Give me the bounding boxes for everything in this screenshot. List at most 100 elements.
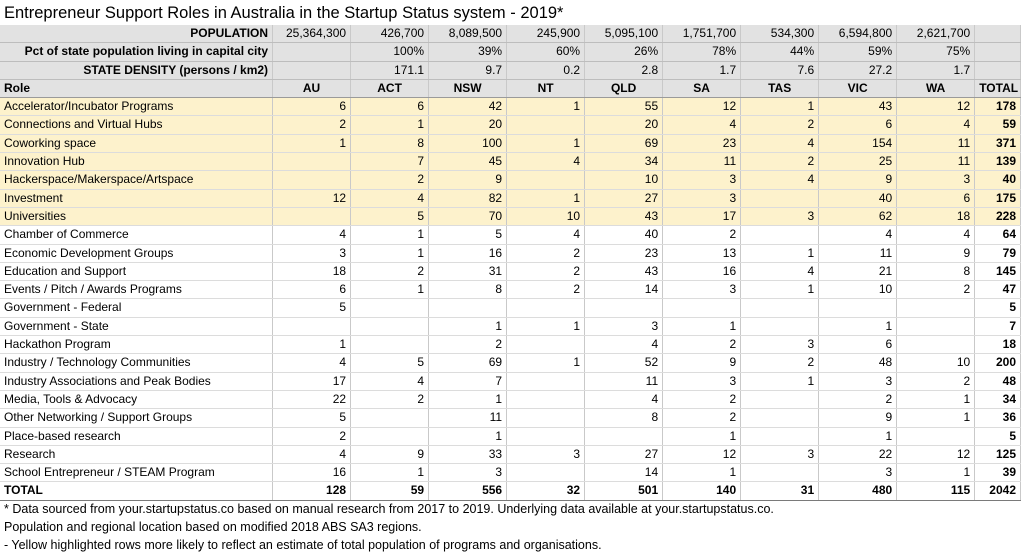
- table-cell: [506, 335, 586, 355]
- table-row: Economic Development Groups 3 1 16 2 23 13 1 11 9…: [0, 244, 1021, 263]
- table-cell: 3: [818, 463, 898, 483]
- table-row: Education and Support 18 2 31 2 43 16 4 21 8 145: [0, 262, 1021, 282]
- column-header: NT: [506, 79, 586, 99]
- table-cell: 2: [662, 390, 742, 410]
- role-name: Industry / Technology Communities: [0, 353, 274, 373]
- table-cell: [428, 298, 508, 318]
- table-cell: 1: [350, 280, 430, 300]
- role-name: Innovation Hub: [0, 152, 274, 172]
- table-cell: 9: [350, 445, 430, 465]
- table-cell: 9: [818, 170, 898, 190]
- table-cell: 33: [428, 445, 508, 465]
- row-total: 79: [974, 244, 1021, 263]
- stat-value: 6,594,800: [818, 25, 898, 44]
- table-row: Hackerspace/Makerspace/Artspace 2 9 10 3 4 9 3 4…: [0, 170, 1021, 190]
- table-cell: 18: [896, 207, 976, 227]
- table-cell: 5: [272, 408, 352, 428]
- table-row: Government - Federal 5 5: [0, 298, 1021, 318]
- stat-value: 1.7: [662, 61, 742, 80]
- stat-row: POPULATION 25,364,300 426,700 8,089,500 245,…: [0, 25, 1021, 44]
- table-cell: 48: [818, 353, 898, 373]
- stat-value: 75%: [896, 42, 976, 62]
- stat-value: 9.7: [428, 61, 508, 80]
- table-cell: [740, 463, 820, 483]
- table-cell: 1: [818, 317, 898, 337]
- row-total: 5: [974, 427, 1021, 446]
- stat-row: STATE DENSITY (persons / km2) 171.1 9.7 0.2…: [0, 61, 1021, 80]
- role-name: Place-based research: [0, 427, 274, 446]
- stat-row: Pct of state population living in capita…: [0, 42, 1021, 62]
- table-cell: [272, 317, 352, 337]
- table-cell: 52: [584, 353, 664, 373]
- table-row: Industry / Technology Communities 4 5 69 1 52…: [0, 353, 1021, 373]
- table-cell: [740, 298, 820, 318]
- table-cell: 10: [896, 353, 976, 373]
- table-cell: 43: [584, 262, 664, 282]
- table-cell: 13: [662, 244, 742, 263]
- table-cell: 5: [350, 353, 430, 373]
- table-cell: 2: [818, 390, 898, 410]
- table-cell: 4: [272, 445, 352, 465]
- table-cell: 11: [896, 134, 976, 154]
- row-total: 228: [974, 207, 1021, 227]
- table-cell: [272, 207, 352, 227]
- stat-value: 2.8: [584, 61, 664, 80]
- table-cell: 27: [584, 445, 664, 465]
- stat-label: POPULATION: [0, 25, 274, 44]
- table-cell: 23: [584, 244, 664, 263]
- table-cell: 2: [740, 115, 820, 135]
- table-cell: 2: [272, 115, 352, 135]
- role-name: Hackathon Program: [0, 335, 274, 355]
- column-total: 32: [506, 481, 586, 501]
- table-cell: 1: [662, 463, 742, 483]
- table-cell: 43: [818, 97, 898, 117]
- table-cell: 11: [584, 372, 664, 391]
- table-cell: 1: [896, 390, 976, 410]
- row-total: 47: [974, 280, 1021, 300]
- column-header: ACT: [350, 79, 430, 99]
- table-cell: 4: [662, 115, 742, 135]
- row-total: 7: [974, 317, 1021, 337]
- table-cell: 16: [428, 244, 508, 263]
- table-cell: 34: [584, 152, 664, 172]
- table-cell: 40: [584, 225, 664, 245]
- table-cell: 4: [506, 152, 586, 172]
- table-cell: 2: [896, 372, 976, 391]
- row-total: 145: [974, 262, 1021, 282]
- footnotes: * Data sourced from your.startupstatus.c…: [4, 500, 774, 554]
- table-cell: 1: [272, 335, 352, 355]
- role-name: Media, Tools & Advocacy: [0, 390, 274, 410]
- table-cell: 1: [428, 390, 508, 410]
- table-cell: 12: [662, 445, 742, 465]
- table-cell: 20: [584, 115, 664, 135]
- table-cell: 22: [818, 445, 898, 465]
- role-name: Investment: [0, 189, 274, 208]
- table-cell: 8: [584, 408, 664, 428]
- table-cell: 2: [662, 225, 742, 245]
- role-name: Government - Federal: [0, 298, 274, 318]
- stat-value: 60%: [506, 42, 586, 62]
- table-cell: 10: [506, 207, 586, 227]
- table-cell: 1: [350, 463, 430, 483]
- column-header: VIC: [818, 79, 898, 99]
- table-cell: 27: [584, 189, 664, 208]
- row-total: 178: [974, 97, 1021, 117]
- role-name: Accelerator/Incubator Programs: [0, 97, 274, 117]
- table-cell: 4: [272, 353, 352, 373]
- table-cell: 1: [662, 317, 742, 337]
- table-row: Universities 5 70 10 43 17 3 62 18 228: [0, 207, 1021, 227]
- table-cell: 3: [506, 445, 586, 465]
- table-cell: [740, 390, 820, 410]
- stat-value: 0.2: [506, 61, 586, 80]
- row-total: 175: [974, 189, 1021, 208]
- column-total: 556: [428, 481, 508, 501]
- table-cell: 154: [818, 134, 898, 154]
- table-cell: 5: [350, 207, 430, 227]
- footnote-population: Population and regional location based o…: [4, 520, 422, 534]
- table-cell: [350, 408, 430, 428]
- table-cell: 6: [818, 335, 898, 355]
- table-row: Events / Pitch / Awards Programs 6 1 8 2 14 3 1…: [0, 280, 1021, 300]
- table-cell: 12: [662, 97, 742, 117]
- table-cell: [896, 427, 976, 446]
- table-cell: 11: [662, 152, 742, 172]
